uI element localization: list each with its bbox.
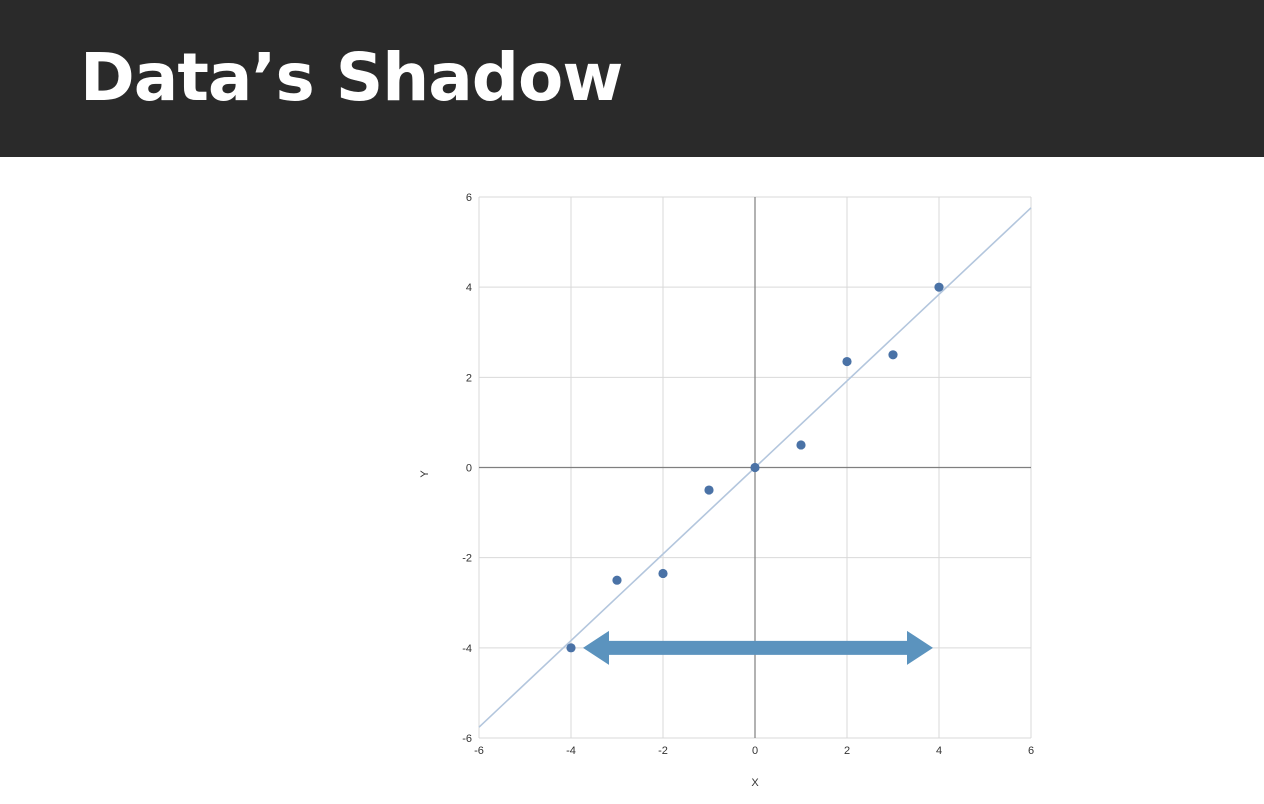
data-point bbox=[566, 643, 576, 653]
y-tick-label: 2 bbox=[466, 372, 472, 384]
tick-labels: -6 -4 -2 0 2 4 6 -6 -4 -2 0 2 4 6 bbox=[462, 192, 1034, 757]
data-point bbox=[658, 568, 668, 579]
title-bar: Data’s Shadow bbox=[0, 0, 1264, 157]
x-tick-label: -4 bbox=[566, 745, 576, 757]
x-tick-label: 4 bbox=[936, 745, 942, 757]
x-tick-label: 6 bbox=[1028, 745, 1034, 757]
x-tick-label: 2 bbox=[844, 745, 850, 757]
data-points bbox=[566, 282, 944, 653]
data-point bbox=[888, 350, 898, 360]
x-tick-label: -2 bbox=[658, 745, 668, 757]
y-tick-label: -4 bbox=[462, 643, 472, 655]
y-tick-label: 4 bbox=[466, 282, 472, 294]
double-arrow bbox=[583, 630, 933, 665]
data-point bbox=[842, 356, 852, 367]
x-axis-label: X bbox=[751, 777, 759, 789]
y-tick-label: -2 bbox=[462, 553, 472, 565]
arrow-layer bbox=[583, 630, 933, 665]
x-tick-label: -6 bbox=[474, 745, 484, 757]
y-tick-label: -6 bbox=[462, 733, 472, 745]
y-tick-label: 0 bbox=[466, 463, 472, 475]
data-point bbox=[704, 485, 714, 495]
data-point bbox=[612, 575, 622, 585]
data-point bbox=[750, 462, 760, 473]
y-axis-label: Y bbox=[419, 470, 431, 478]
x-tick-label: 0 bbox=[752, 745, 758, 757]
data-point bbox=[796, 440, 806, 450]
slide-title: Data’s Shadow bbox=[80, 39, 623, 116]
y-tick-label: 6 bbox=[466, 192, 472, 204]
data-point bbox=[934, 282, 944, 292]
